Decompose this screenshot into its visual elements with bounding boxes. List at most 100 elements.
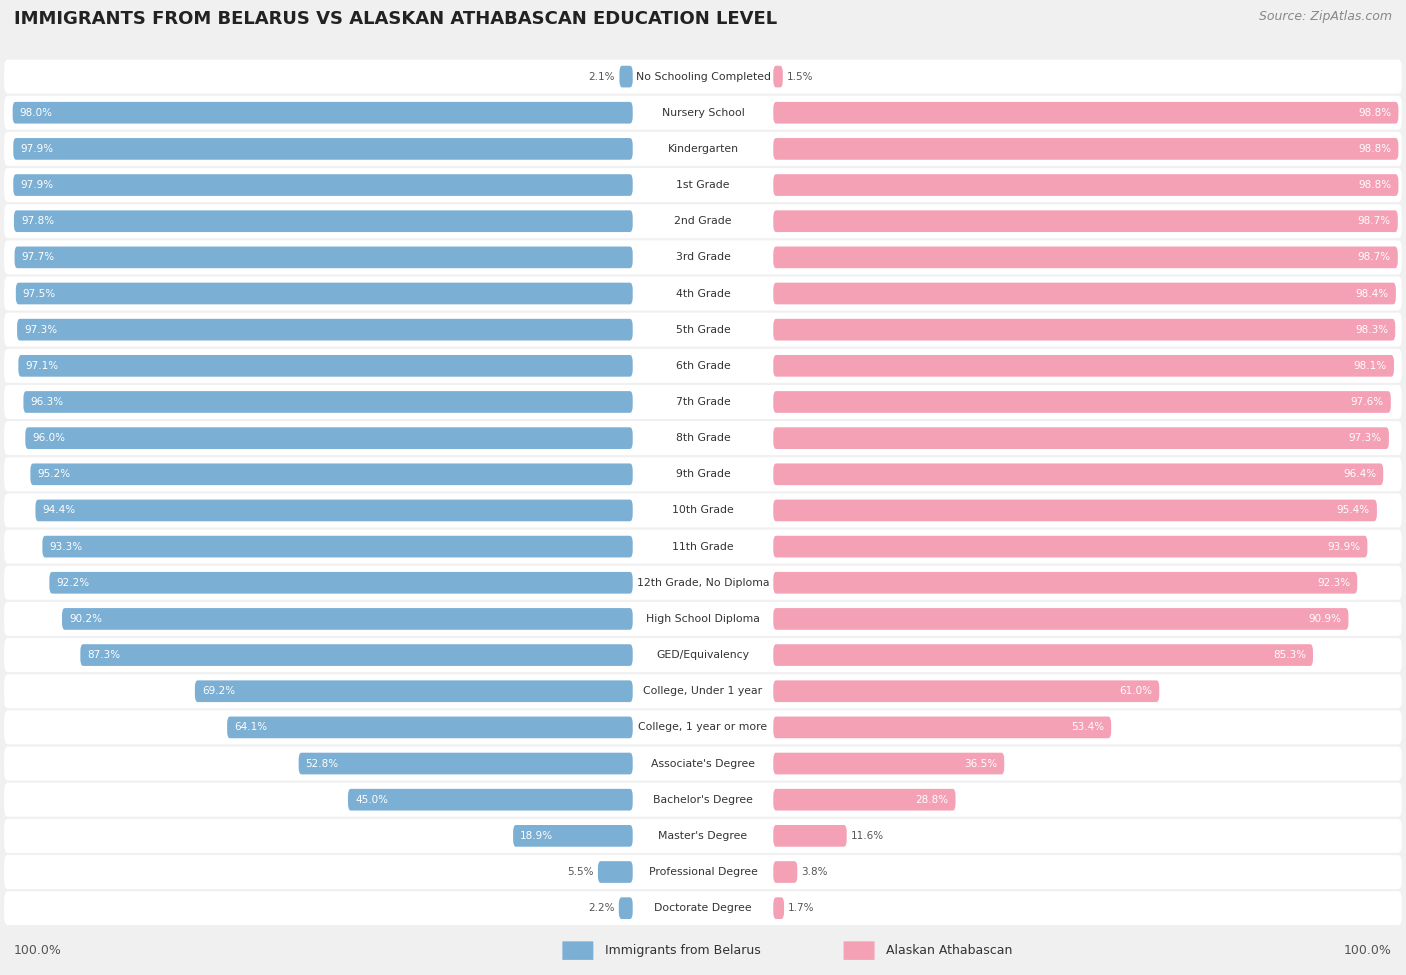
Text: 64.1%: 64.1%	[235, 722, 267, 732]
FancyBboxPatch shape	[4, 313, 1402, 347]
FancyBboxPatch shape	[4, 675, 1402, 708]
Text: 98.7%: 98.7%	[1358, 216, 1391, 226]
FancyBboxPatch shape	[773, 825, 846, 846]
Text: 45.0%: 45.0%	[354, 795, 388, 804]
FancyBboxPatch shape	[773, 283, 1396, 304]
Text: 98.8%: 98.8%	[1358, 107, 1392, 118]
Text: 92.3%: 92.3%	[1317, 578, 1350, 588]
Text: 5.5%: 5.5%	[567, 867, 593, 878]
Text: 100.0%: 100.0%	[1344, 944, 1392, 957]
FancyBboxPatch shape	[773, 681, 1160, 702]
Text: 98.8%: 98.8%	[1358, 144, 1392, 154]
Text: 6th Grade: 6th Grade	[676, 361, 730, 370]
FancyBboxPatch shape	[13, 101, 633, 124]
FancyBboxPatch shape	[773, 644, 1313, 666]
Text: 97.1%: 97.1%	[25, 361, 59, 370]
FancyBboxPatch shape	[4, 855, 1402, 889]
FancyBboxPatch shape	[4, 168, 1402, 202]
FancyBboxPatch shape	[349, 789, 633, 810]
Text: 98.4%: 98.4%	[1355, 289, 1389, 298]
FancyBboxPatch shape	[598, 861, 633, 883]
Text: 2.1%: 2.1%	[589, 71, 616, 82]
Text: 3rd Grade: 3rd Grade	[675, 253, 731, 262]
Text: 93.9%: 93.9%	[1327, 541, 1361, 552]
Text: 11th Grade: 11th Grade	[672, 541, 734, 552]
Text: 11.6%: 11.6%	[851, 831, 884, 840]
Text: 97.8%: 97.8%	[21, 216, 53, 226]
FancyBboxPatch shape	[620, 65, 633, 88]
Text: 2.2%: 2.2%	[588, 903, 614, 914]
Text: 5th Grade: 5th Grade	[676, 325, 730, 334]
FancyBboxPatch shape	[773, 536, 1368, 558]
FancyBboxPatch shape	[619, 897, 633, 919]
FancyBboxPatch shape	[15, 283, 633, 304]
FancyBboxPatch shape	[513, 825, 633, 846]
FancyBboxPatch shape	[4, 204, 1402, 238]
FancyBboxPatch shape	[4, 819, 1402, 853]
FancyBboxPatch shape	[773, 463, 1384, 486]
FancyBboxPatch shape	[4, 529, 1402, 564]
Text: 90.2%: 90.2%	[69, 614, 103, 624]
Text: 36.5%: 36.5%	[965, 759, 997, 768]
FancyBboxPatch shape	[4, 132, 1402, 166]
Text: 95.2%: 95.2%	[38, 469, 70, 480]
Text: 98.7%: 98.7%	[1358, 253, 1391, 262]
FancyBboxPatch shape	[773, 65, 783, 88]
FancyBboxPatch shape	[4, 566, 1402, 600]
FancyBboxPatch shape	[13, 138, 633, 160]
FancyBboxPatch shape	[844, 942, 875, 959]
FancyBboxPatch shape	[773, 717, 1111, 738]
Text: No Schooling Completed: No Schooling Completed	[636, 71, 770, 82]
Text: Nursery School: Nursery School	[662, 107, 744, 118]
FancyBboxPatch shape	[24, 391, 633, 412]
Text: 96.4%: 96.4%	[1343, 469, 1376, 480]
FancyBboxPatch shape	[195, 681, 633, 702]
FancyBboxPatch shape	[4, 349, 1402, 383]
FancyBboxPatch shape	[14, 247, 633, 268]
FancyBboxPatch shape	[4, 891, 1402, 925]
FancyBboxPatch shape	[298, 753, 633, 774]
FancyBboxPatch shape	[18, 355, 633, 376]
Text: 18.9%: 18.9%	[520, 831, 554, 840]
Text: 9th Grade: 9th Grade	[676, 469, 730, 480]
FancyBboxPatch shape	[228, 717, 633, 738]
Text: 100.0%: 100.0%	[14, 944, 62, 957]
Text: Professional Degree: Professional Degree	[648, 867, 758, 878]
Text: Immigrants from Belarus: Immigrants from Belarus	[605, 944, 761, 957]
Text: Doctorate Degree: Doctorate Degree	[654, 903, 752, 914]
FancyBboxPatch shape	[31, 463, 633, 486]
FancyBboxPatch shape	[4, 711, 1402, 744]
Text: 7th Grade: 7th Grade	[676, 397, 730, 407]
FancyBboxPatch shape	[25, 427, 633, 449]
FancyBboxPatch shape	[4, 457, 1402, 491]
Text: IMMIGRANTS FROM BELARUS VS ALASKAN ATHABASCAN EDUCATION LEVEL: IMMIGRANTS FROM BELARUS VS ALASKAN ATHAB…	[14, 10, 778, 27]
FancyBboxPatch shape	[773, 427, 1389, 449]
FancyBboxPatch shape	[17, 319, 633, 340]
Text: 98.1%: 98.1%	[1354, 361, 1386, 370]
Text: 96.0%: 96.0%	[32, 433, 65, 444]
Text: 97.9%: 97.9%	[20, 144, 53, 154]
Text: GED/Equivalency: GED/Equivalency	[657, 650, 749, 660]
Text: 1st Grade: 1st Grade	[676, 180, 730, 190]
Text: 1.5%: 1.5%	[787, 71, 814, 82]
FancyBboxPatch shape	[4, 638, 1402, 672]
Text: 93.3%: 93.3%	[49, 541, 83, 552]
FancyBboxPatch shape	[773, 355, 1393, 376]
FancyBboxPatch shape	[562, 942, 593, 959]
Text: Kindergarten: Kindergarten	[668, 144, 738, 154]
Text: 28.8%: 28.8%	[915, 795, 949, 804]
Text: 69.2%: 69.2%	[202, 686, 235, 696]
FancyBboxPatch shape	[773, 789, 956, 810]
FancyBboxPatch shape	[42, 536, 633, 558]
FancyBboxPatch shape	[4, 96, 1402, 130]
FancyBboxPatch shape	[773, 319, 1395, 340]
Text: 2nd Grade: 2nd Grade	[675, 216, 731, 226]
Text: 52.8%: 52.8%	[305, 759, 339, 768]
Text: 85.3%: 85.3%	[1272, 650, 1306, 660]
Text: College, Under 1 year: College, Under 1 year	[644, 686, 762, 696]
FancyBboxPatch shape	[35, 499, 633, 522]
Text: Source: ZipAtlas.com: Source: ZipAtlas.com	[1258, 10, 1392, 22]
FancyBboxPatch shape	[4, 747, 1402, 781]
Text: 3.8%: 3.8%	[801, 867, 828, 878]
Text: Bachelor's Degree: Bachelor's Degree	[652, 795, 754, 804]
